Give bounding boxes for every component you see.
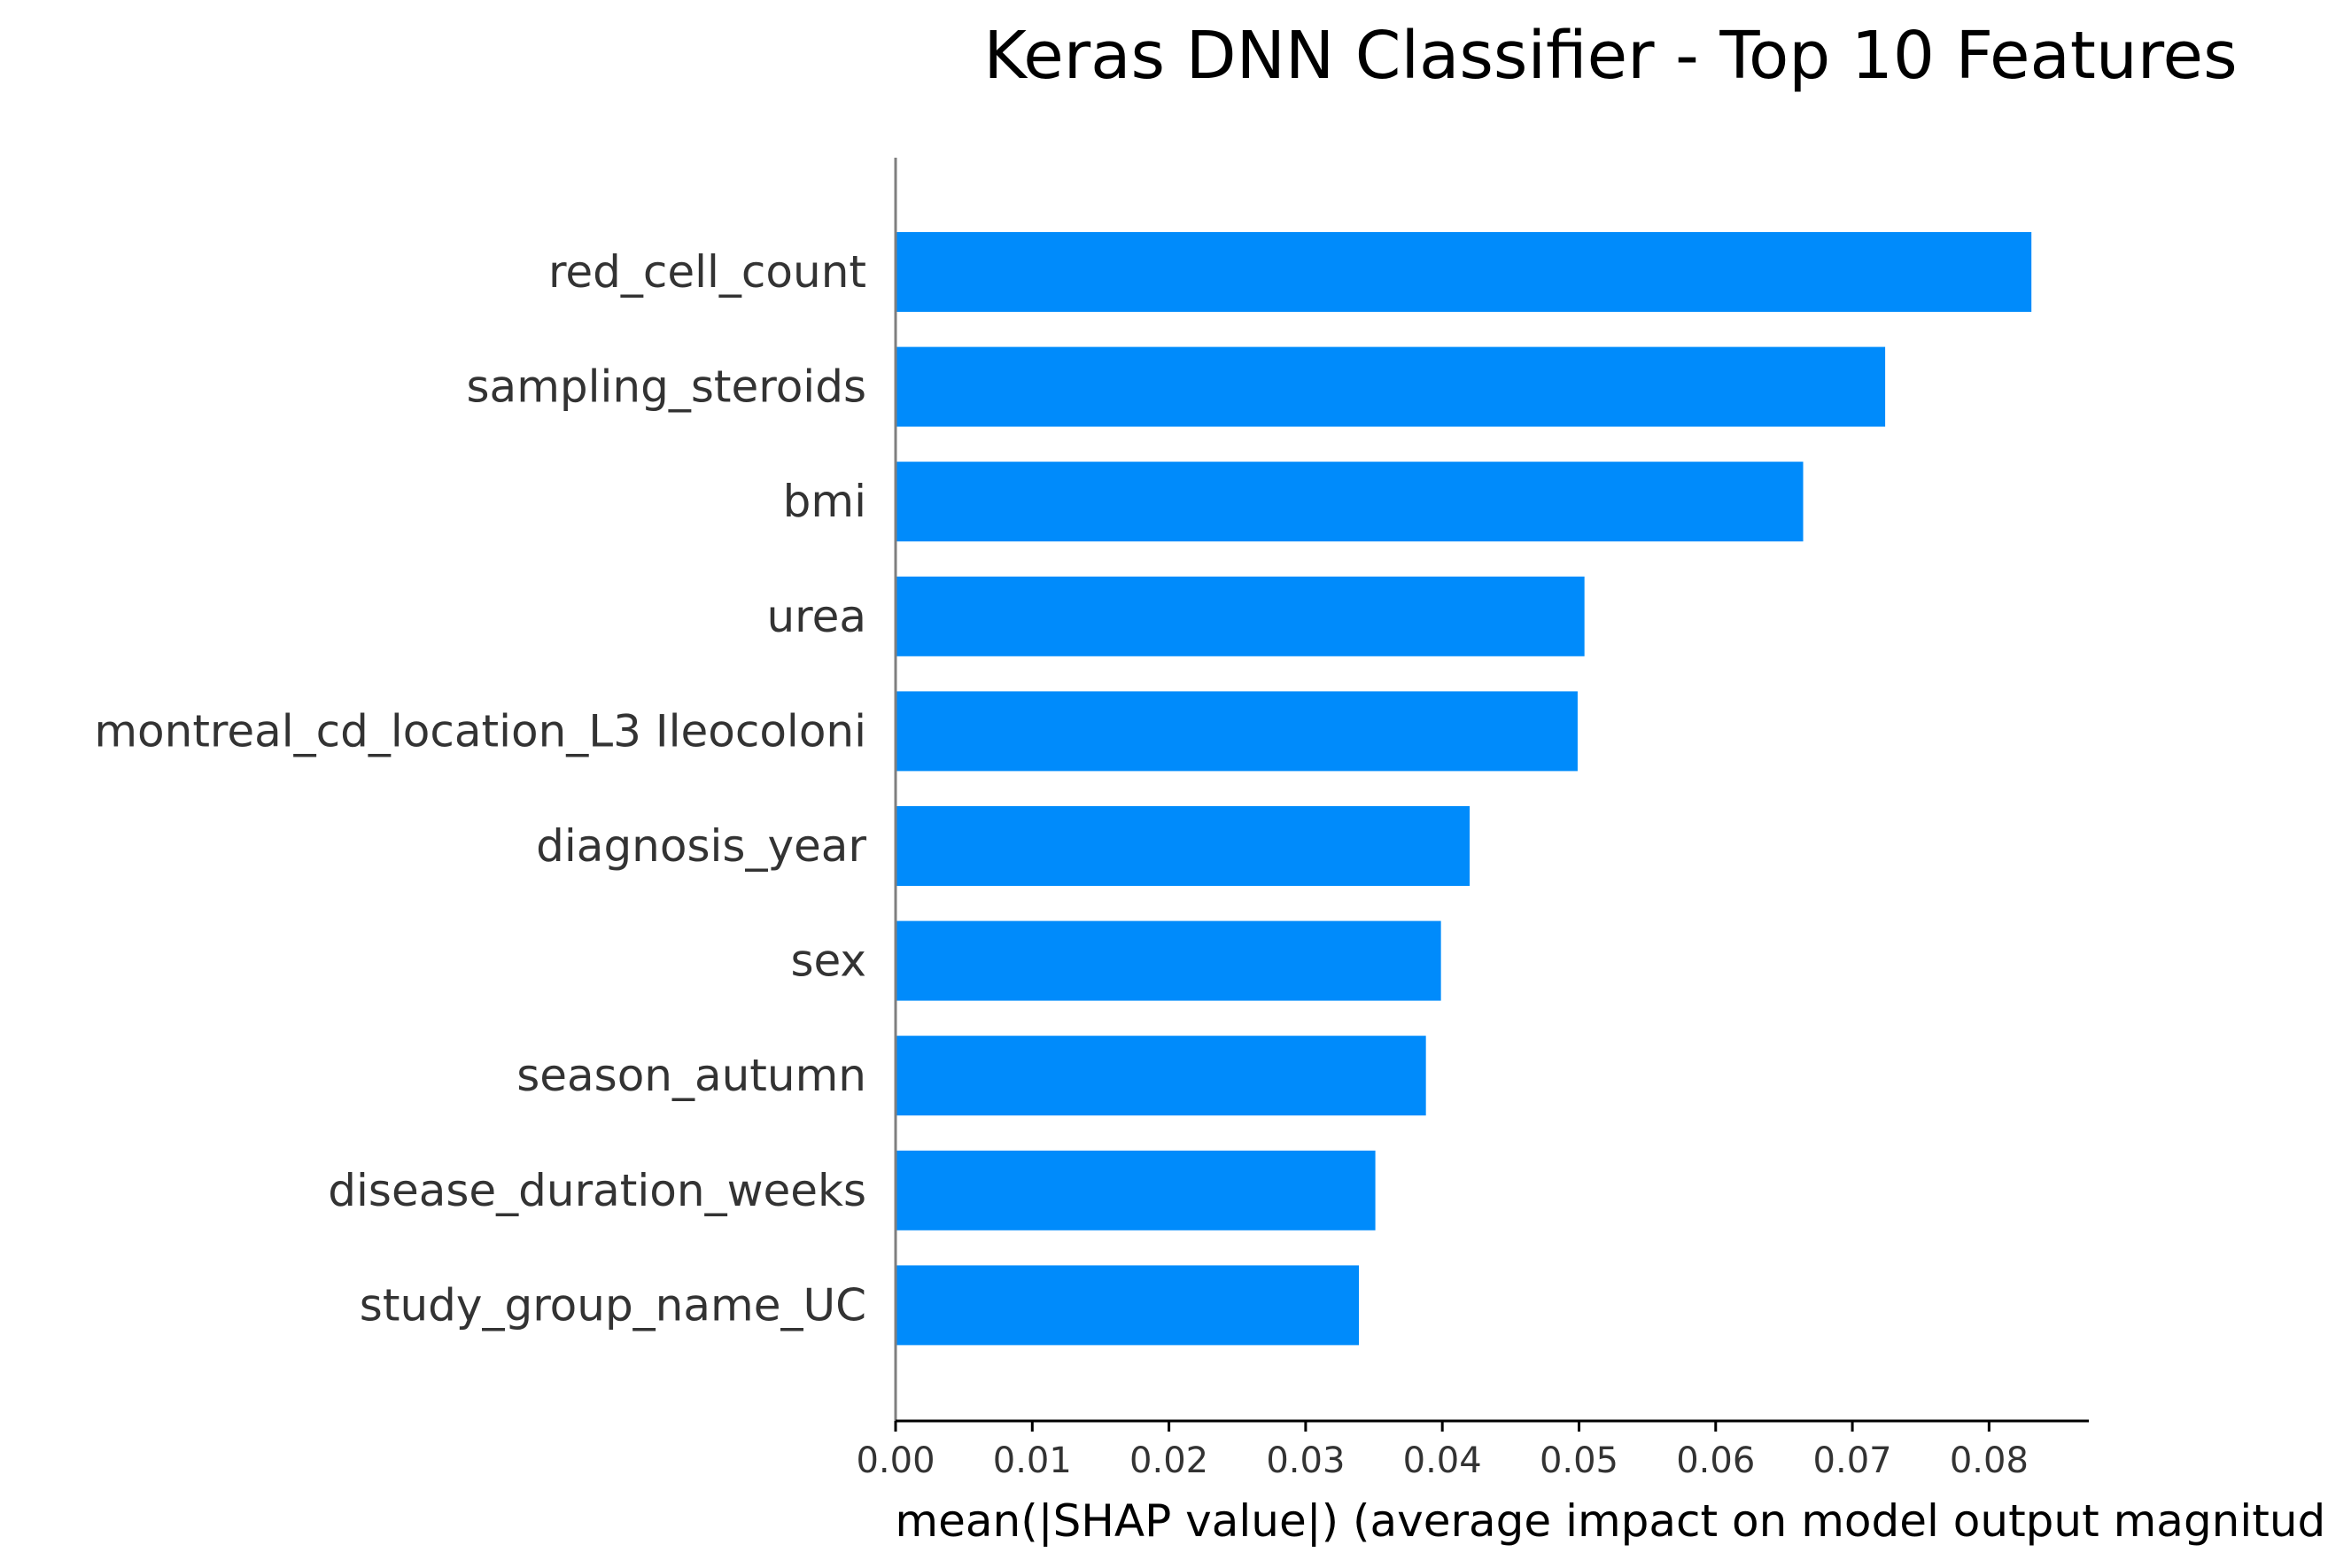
bar-red-cell-count — [896, 232, 2032, 312]
x-axis-label: mean(|SHAP value|) (average impact on mo… — [895, 1495, 2328, 1547]
y-tick-label: red_cell_count — [548, 246, 866, 298]
x-tick-label: 0.05 — [1540, 1440, 1618, 1481]
y-tick-label: montreal_cd_location_L3 Ileocoloni — [94, 705, 866, 757]
bar-sex — [896, 920, 1441, 1001]
x-tick-label: 0.01 — [993, 1440, 1072, 1481]
x-ticks: 0.00 0.01 0.02 0.03 0.04 0.05 0.06 0.07 0.08 — [856, 1421, 2029, 1481]
y-tick-label: disease_duration_weeks — [328, 1165, 866, 1216]
y-tick-label: bmi — [783, 476, 866, 527]
x-tick-label: 0.06 — [1676, 1440, 1755, 1481]
x-tick-label: 0.07 — [1813, 1440, 1892, 1481]
chart-title: Keras DNN Classifier - Top 10 Features — [983, 18, 2237, 94]
bar-study-group-name-uc — [896, 1265, 1360, 1346]
bar-season-autumn — [896, 1036, 1426, 1116]
bar-sampling-steroids — [896, 346, 1886, 427]
x-tick-label: 0.03 — [1266, 1440, 1345, 1481]
x-tick-label: 0.08 — [1950, 1440, 2029, 1481]
y-tick-label: diagnosis_year — [536, 820, 866, 872]
x-tick-label: 0.04 — [1403, 1440, 1482, 1481]
bars-layer — [896, 232, 2032, 1346]
y-tick-label: study_group_name_UC — [360, 1279, 866, 1331]
bar-urea — [896, 576, 1585, 656]
x-tick-label: 0.02 — [1129, 1440, 1208, 1481]
bar-bmi — [896, 462, 1804, 542]
bar-montreal-cd-location-l3-ileocoloni — [896, 691, 1578, 772]
bar-disease-duration-weeks — [896, 1150, 1376, 1230]
y-tick-label: sex — [790, 935, 866, 987]
x-tick-label: 0.00 — [856, 1440, 935, 1481]
y-tick-label: urea — [766, 591, 866, 642]
y-tick-label: sampling_steroids — [467, 361, 867, 413]
y-tick-label: season_autumn — [516, 1050, 866, 1101]
bar-diagnosis-year — [896, 806, 1471, 886]
